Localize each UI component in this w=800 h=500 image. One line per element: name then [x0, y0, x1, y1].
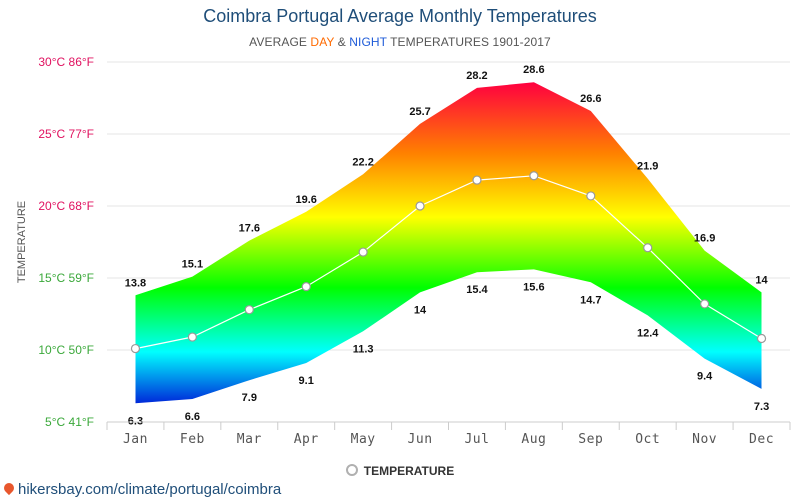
night-value-label: 12.4	[637, 327, 659, 339]
y-tick-label: 10°C 50°F	[38, 343, 94, 357]
average-temperature-point	[472, 175, 482, 185]
average-temperature-point	[358, 247, 368, 257]
day-value-label: 22.2	[352, 156, 373, 168]
night-value-label: 9.1	[299, 375, 314, 387]
night-value-label: 9.4	[697, 371, 713, 383]
x-tick-label: Mar	[237, 432, 262, 447]
location-pin-icon	[1, 480, 17, 496]
night-value-label: 14	[414, 304, 427, 316]
y-tick-label: 25°C 77°F	[38, 127, 94, 141]
x-tick-label: Jan	[123, 432, 148, 447]
subtitle-night: NIGHT	[349, 35, 387, 49]
day-value-label: 13.8	[125, 277, 146, 289]
subtitle-prefix: AVERAGE	[249, 35, 311, 49]
x-tick-label: Jul	[464, 432, 489, 447]
legend-marker-icon	[345, 464, 358, 476]
source-link[interactable]: hikersbay.com/climate/portugal/coimbra	[1, 480, 282, 498]
x-tick-label: Oct	[635, 432, 660, 447]
subtitle-day: DAY	[310, 35, 335, 49]
day-value-label: 26.6	[580, 93, 601, 105]
night-value-label: 6.3	[128, 415, 143, 427]
y-tick-label: 5°C 41°F	[45, 415, 94, 429]
day-value-label: 15.1	[182, 259, 203, 271]
chart-subtitle: AVERAGE DAY & NIGHT TEMPERATURES 1901-20…	[0, 35, 800, 49]
average-temperature-point	[643, 243, 653, 253]
x-tick-label: Jun	[408, 432, 433, 447]
y-tick-label: 20°C 68°F	[38, 199, 94, 213]
temperature-range-band	[135, 82, 762, 404]
chart-title: Coimbra Portugal Average Monthly Tempera…	[203, 6, 597, 26]
y-tick-label: 30°C 86°F	[38, 55, 94, 69]
night-value-label: 15.4	[466, 284, 488, 296]
average-temperature-point	[187, 332, 197, 342]
night-value-label: 11.3	[353, 343, 374, 355]
subtitle-suffix: TEMPERATURES 1901-2017	[386, 35, 551, 49]
x-tick-label: Nov	[692, 432, 717, 447]
average-temperature-point	[244, 305, 254, 315]
average-temperature-line	[135, 175, 762, 350]
y-tick-label: 15°C 59°F	[38, 271, 94, 285]
average-temperature-point	[130, 343, 141, 354]
night-value-label: 14.7	[580, 294, 601, 306]
average-temperature-point	[301, 282, 311, 292]
day-value-label: 14	[755, 274, 768, 286]
day-value-label: 28.2	[466, 70, 487, 82]
average-temperature-point	[586, 191, 596, 201]
x-tick-label: Feb	[180, 432, 205, 447]
y-axis-title: TEMPERATURE	[16, 201, 28, 283]
night-value-label: 6.6	[185, 411, 200, 423]
subtitle-amp: &	[334, 35, 350, 49]
average-temperature-point	[700, 299, 710, 309]
x-tick-label: May	[351, 432, 376, 447]
day-value-label: 19.6	[295, 194, 316, 206]
legend-label: TEMPERATURE	[363, 464, 455, 478]
x-tick-label: Aug	[521, 432, 546, 447]
day-value-label: 25.7	[409, 106, 430, 118]
source-text: hikersbay.com/climate/portugal/coimbra	[18, 481, 282, 498]
chart-legend[interactable]: TEMPERATURE	[0, 464, 800, 478]
day-value-label: 17.6	[239, 223, 260, 235]
x-tick-label: Dec	[749, 432, 774, 447]
night-value-label: 15.6	[523, 281, 544, 293]
day-value-label: 21.9	[637, 161, 658, 173]
average-temperature-point	[529, 171, 539, 181]
night-value-label: 7.3	[754, 401, 769, 413]
night-value-label: 7.9	[242, 392, 257, 404]
x-tick-label: Sep	[578, 432, 603, 447]
day-value-label: 28.6	[523, 64, 544, 76]
x-tick-label: Apr	[294, 432, 319, 447]
day-value-label: 16.9	[694, 233, 715, 245]
average-temperature-point	[756, 333, 767, 344]
average-temperature-point	[415, 201, 425, 211]
